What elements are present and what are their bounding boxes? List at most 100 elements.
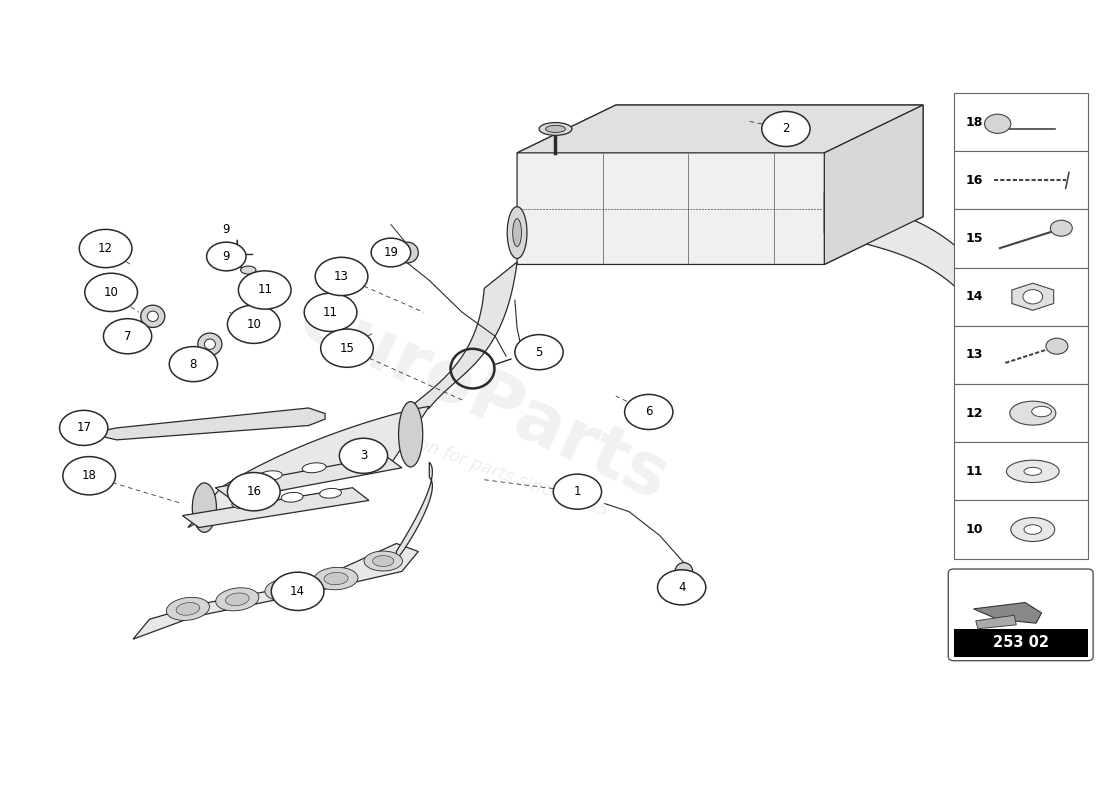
Circle shape bbox=[228, 473, 280, 511]
Polygon shape bbox=[824, 105, 923, 265]
Polygon shape bbox=[824, 193, 989, 331]
Circle shape bbox=[339, 438, 387, 474]
Text: 7: 7 bbox=[124, 330, 131, 342]
Text: 15: 15 bbox=[340, 342, 354, 354]
Ellipse shape bbox=[320, 489, 341, 498]
Text: 11: 11 bbox=[257, 283, 272, 297]
Circle shape bbox=[371, 238, 410, 267]
Ellipse shape bbox=[1010, 401, 1056, 425]
Polygon shape bbox=[216, 456, 402, 500]
Text: 8: 8 bbox=[189, 358, 197, 370]
Text: 17: 17 bbox=[76, 422, 91, 434]
Ellipse shape bbox=[302, 463, 326, 473]
Bar bbox=[954, 151, 1088, 210]
Ellipse shape bbox=[507, 206, 527, 258]
Text: 3: 3 bbox=[360, 450, 367, 462]
Ellipse shape bbox=[324, 573, 348, 585]
Ellipse shape bbox=[546, 126, 565, 133]
Ellipse shape bbox=[517, 343, 535, 361]
Ellipse shape bbox=[373, 555, 394, 566]
Text: 4: 4 bbox=[678, 581, 685, 594]
Text: 11: 11 bbox=[966, 465, 983, 478]
Circle shape bbox=[63, 457, 116, 495]
Circle shape bbox=[85, 274, 138, 311]
Ellipse shape bbox=[1032, 406, 1052, 417]
Text: 14: 14 bbox=[290, 585, 305, 598]
FancyBboxPatch shape bbox=[948, 569, 1093, 661]
Circle shape bbox=[984, 114, 1011, 134]
Circle shape bbox=[228, 305, 280, 343]
Ellipse shape bbox=[976, 285, 1002, 335]
Text: 16: 16 bbox=[246, 485, 262, 498]
Circle shape bbox=[305, 293, 356, 331]
Ellipse shape bbox=[261, 274, 274, 282]
Circle shape bbox=[207, 242, 246, 271]
Text: 1: 1 bbox=[574, 485, 581, 498]
Circle shape bbox=[515, 334, 563, 370]
Polygon shape bbox=[390, 262, 517, 426]
Circle shape bbox=[625, 394, 673, 430]
Circle shape bbox=[1050, 220, 1072, 236]
Text: 10: 10 bbox=[103, 286, 119, 299]
Bar bbox=[954, 326, 1088, 384]
Polygon shape bbox=[183, 488, 368, 527]
Text: 14: 14 bbox=[966, 290, 983, 303]
Polygon shape bbox=[974, 602, 1042, 623]
Circle shape bbox=[272, 572, 324, 610]
Ellipse shape bbox=[315, 567, 358, 590]
Ellipse shape bbox=[364, 551, 403, 571]
Circle shape bbox=[762, 111, 810, 146]
Ellipse shape bbox=[396, 242, 418, 263]
Circle shape bbox=[103, 318, 152, 354]
Polygon shape bbox=[517, 105, 923, 265]
Text: 18: 18 bbox=[966, 116, 983, 129]
Text: 15: 15 bbox=[966, 232, 983, 245]
Ellipse shape bbox=[1011, 518, 1055, 542]
Ellipse shape bbox=[192, 483, 217, 532]
Ellipse shape bbox=[282, 492, 304, 502]
Ellipse shape bbox=[1024, 525, 1042, 534]
Bar bbox=[954, 268, 1088, 326]
Polygon shape bbox=[188, 406, 429, 527]
Text: 253 02: 253 02 bbox=[992, 635, 1048, 650]
Text: euroParts: euroParts bbox=[289, 285, 680, 515]
Ellipse shape bbox=[1024, 467, 1042, 475]
Ellipse shape bbox=[539, 122, 572, 135]
Bar bbox=[954, 501, 1088, 558]
Circle shape bbox=[79, 230, 132, 268]
Ellipse shape bbox=[176, 602, 200, 615]
Circle shape bbox=[321, 329, 373, 367]
Polygon shape bbox=[396, 462, 432, 559]
Text: 10: 10 bbox=[966, 523, 983, 536]
Ellipse shape bbox=[513, 218, 521, 246]
Circle shape bbox=[239, 271, 292, 309]
Text: 2: 2 bbox=[782, 122, 790, 135]
Polygon shape bbox=[976, 615, 1016, 629]
Bar bbox=[954, 442, 1088, 501]
Ellipse shape bbox=[398, 402, 422, 467]
Ellipse shape bbox=[258, 470, 282, 481]
Ellipse shape bbox=[265, 578, 308, 601]
Ellipse shape bbox=[166, 598, 209, 621]
Text: 12: 12 bbox=[966, 406, 983, 420]
Text: a passion for parts since 1985: a passion for parts since 1985 bbox=[358, 414, 610, 521]
Ellipse shape bbox=[232, 498, 254, 509]
Ellipse shape bbox=[226, 593, 250, 606]
Circle shape bbox=[1046, 338, 1068, 354]
Ellipse shape bbox=[205, 339, 216, 350]
Ellipse shape bbox=[216, 588, 258, 611]
Polygon shape bbox=[73, 426, 95, 434]
Circle shape bbox=[316, 258, 367, 295]
Ellipse shape bbox=[275, 583, 298, 596]
Bar bbox=[954, 93, 1088, 151]
Text: 13: 13 bbox=[966, 349, 983, 362]
Text: 10: 10 bbox=[246, 318, 261, 330]
Ellipse shape bbox=[241, 266, 256, 274]
Text: 19: 19 bbox=[384, 246, 398, 259]
Bar bbox=[954, 384, 1088, 442]
Text: 16: 16 bbox=[966, 174, 983, 187]
Ellipse shape bbox=[346, 458, 370, 467]
Ellipse shape bbox=[198, 333, 222, 355]
Text: 6: 6 bbox=[645, 406, 652, 418]
Ellipse shape bbox=[1006, 460, 1059, 482]
